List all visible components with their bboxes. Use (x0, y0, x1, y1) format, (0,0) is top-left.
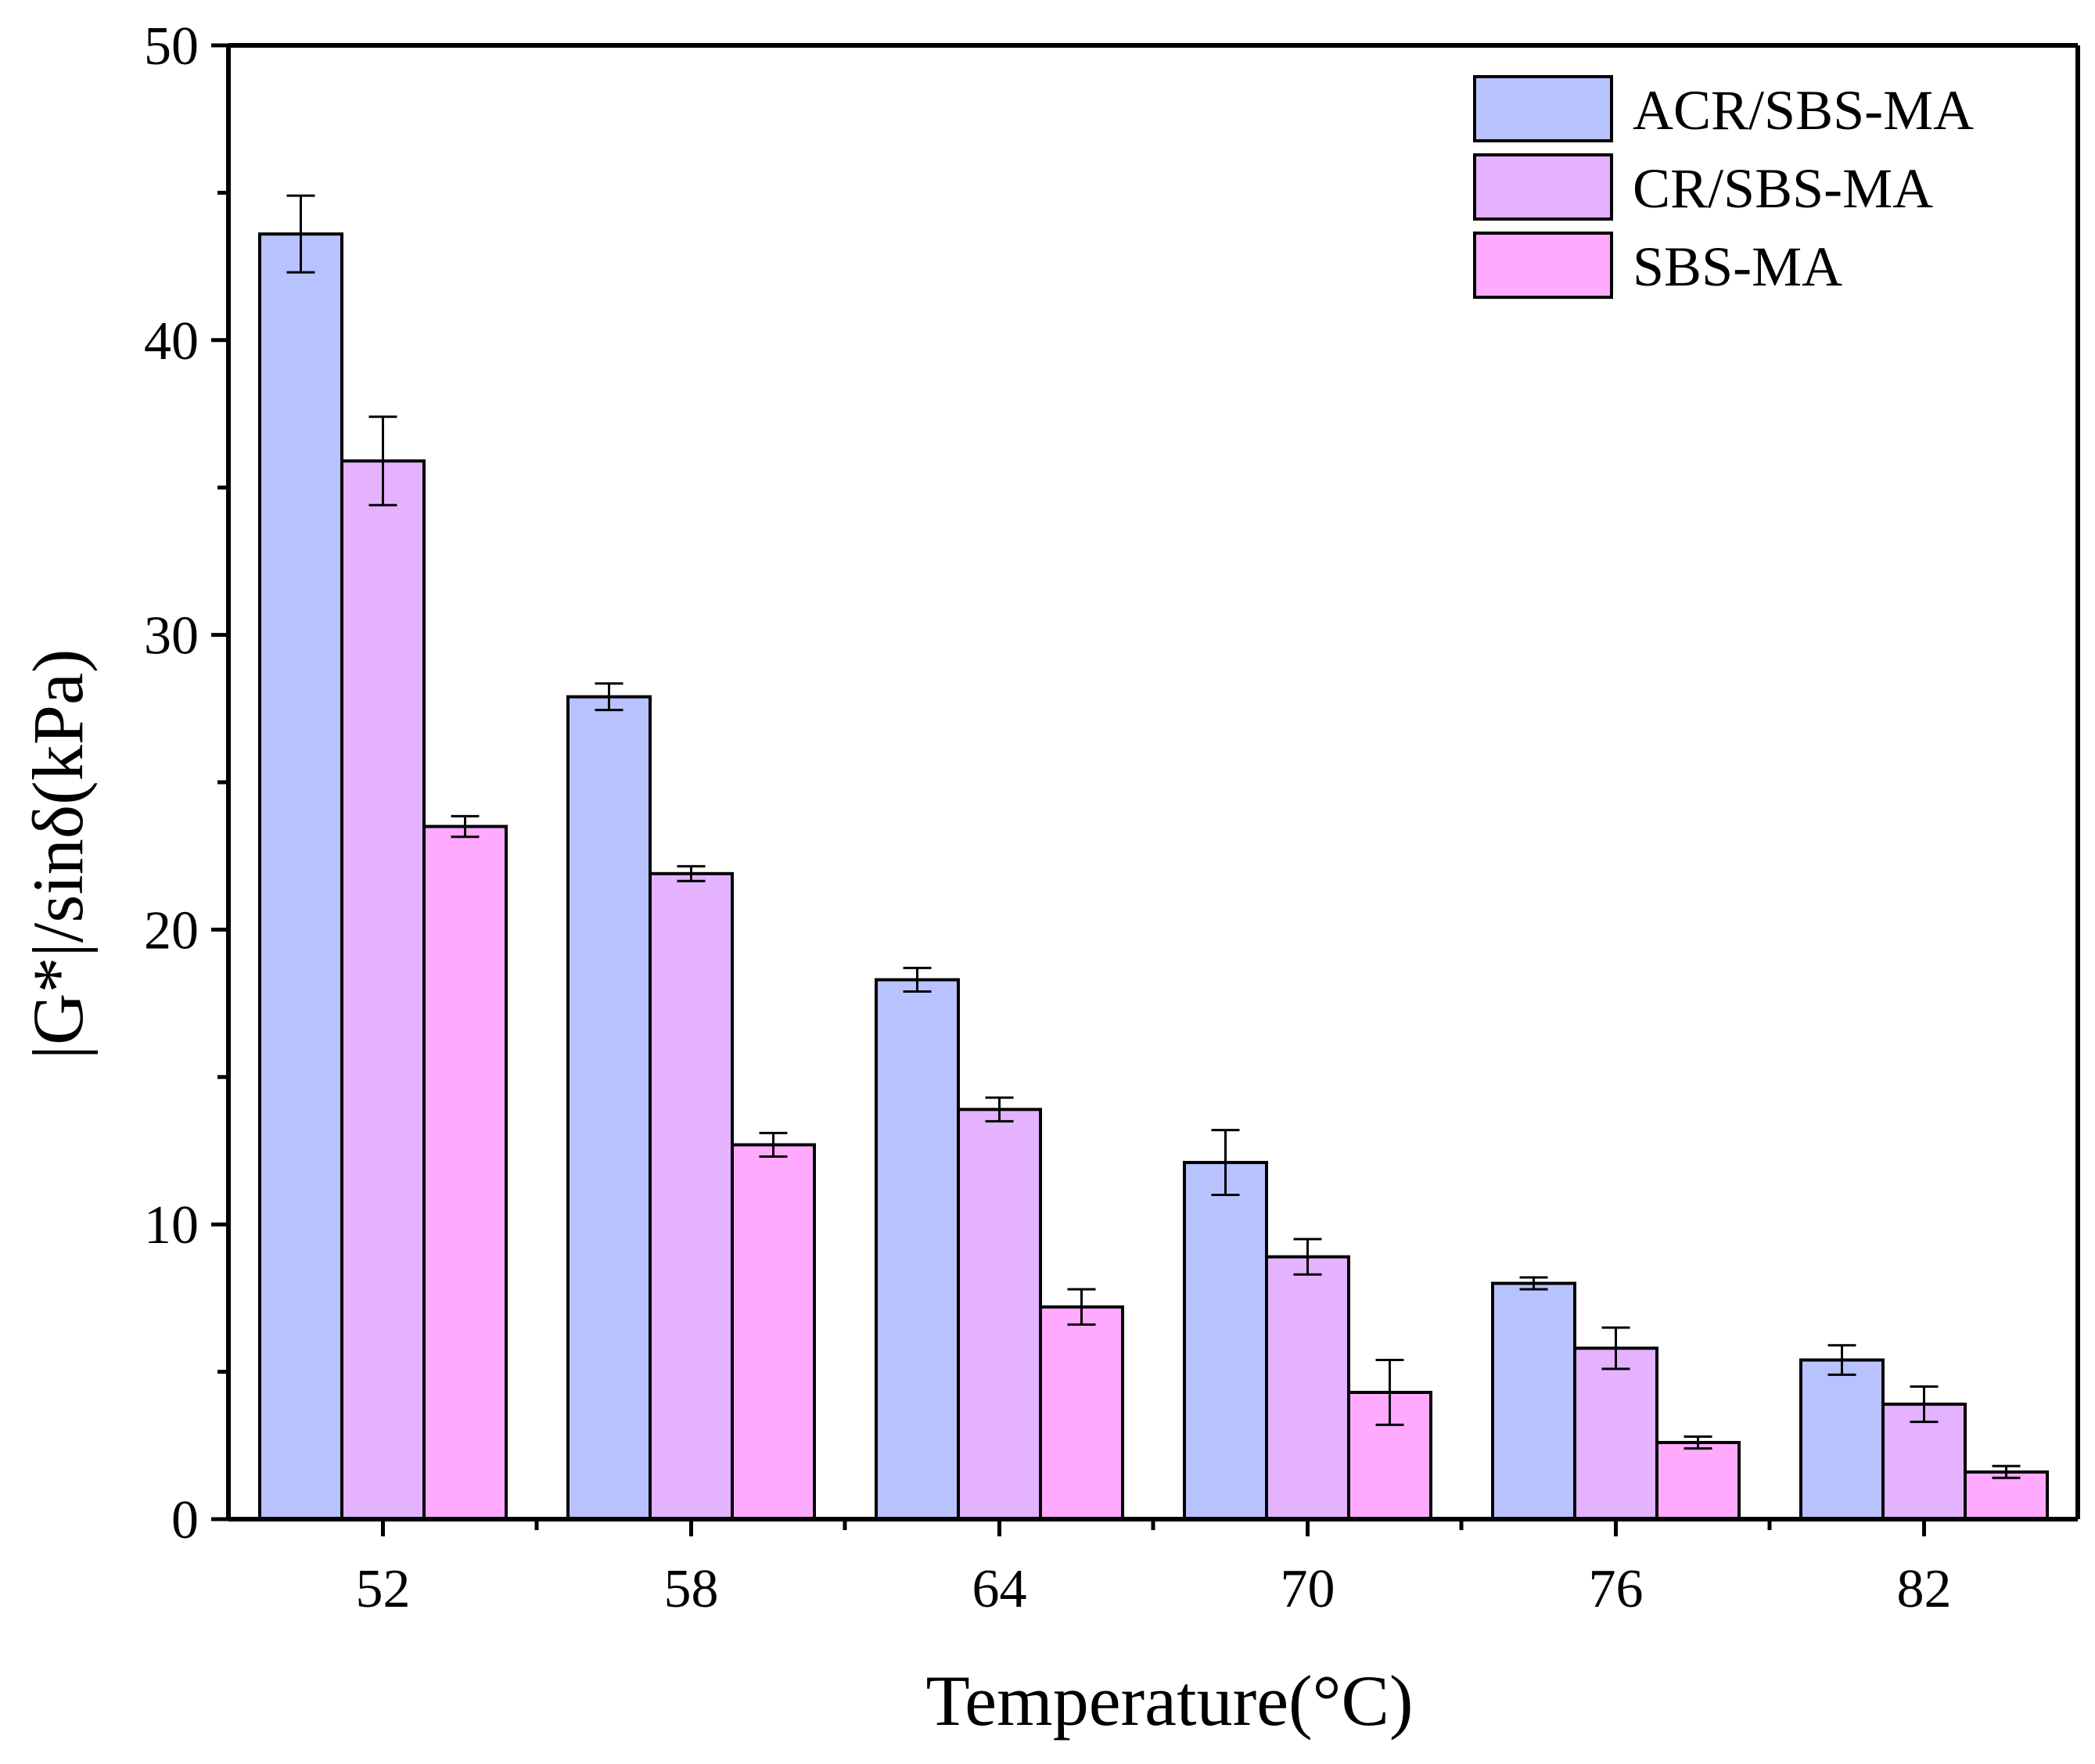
error-bar-sbs-ma-64 (1067, 1288, 1096, 1326)
bar-cr-sbs-ma-58 (649, 871, 734, 1521)
bar-acr-sbs-ma-70 (1183, 1161, 1268, 1521)
bar-acr-sbs-ma-58 (566, 695, 652, 1521)
legend-item-cr-sbs-ma: CR/SBS-MA (1473, 153, 1933, 221)
error-bar-cr-sbs-ma-52 (368, 415, 397, 507)
y-axis-title: |G*|/sinδ(kPa) (18, 649, 98, 1060)
bar-acr-sbs-ma-76 (1491, 1281, 1576, 1521)
x-tick-label: 76 (1589, 1559, 1644, 1619)
error-bar-acr-sbs-ma-76 (1519, 1276, 1548, 1291)
bar-acr-sbs-ma-52 (258, 232, 343, 1521)
error-bar-cr-sbs-ma-76 (1601, 1326, 1630, 1371)
bar-sbs-ma-52 (422, 825, 508, 1521)
legend-label: CR/SBS-MA (1633, 157, 1933, 220)
error-bar-sbs-ma-76 (1684, 1435, 1712, 1450)
x-tick-label: 64 (972, 1559, 1027, 1619)
axes-layer: 0 10 20 30 40 50 52 58 64 70 76 82 (144, 16, 2080, 1619)
legend-item-acr-sbs-ma: ACR/SBS-MA (1473, 75, 1974, 142)
error-bar-acr-sbs-ma-64 (903, 966, 932, 993)
y-tick-label: 40 (144, 311, 199, 372)
error-bar-sbs-ma-82 (1992, 1464, 2021, 1479)
x-tick-label: 58 (664, 1559, 719, 1619)
bar-acr-sbs-ma-82 (1799, 1358, 1885, 1521)
error-bar-acr-sbs-ma-52 (286, 194, 315, 274)
bar-cr-sbs-ma-70 (1265, 1255, 1350, 1521)
legend-swatch (1473, 153, 1613, 221)
bar-cr-sbs-ma-52 (340, 459, 426, 1521)
error-bar-cr-sbs-ma-70 (1293, 1238, 1322, 1276)
error-bar-acr-sbs-ma-70 (1211, 1129, 1240, 1197)
x-tick-label: 82 (1897, 1559, 1952, 1619)
error-bars-layer (286, 194, 2021, 1479)
legend-swatch (1473, 232, 1613, 299)
bar-acr-sbs-ma-64 (875, 978, 960, 1521)
legend-label: ACR/SBS-MA (1633, 79, 1974, 142)
error-bar-sbs-ma-70 (1375, 1359, 1404, 1426)
y-tick-label: 10 (144, 1195, 199, 1256)
bar-sbs-ma-58 (731, 1143, 816, 1521)
error-bar-acr-sbs-ma-58 (595, 682, 623, 712)
y-tick-label: 30 (144, 606, 199, 666)
error-bar-cr-sbs-ma-64 (985, 1096, 1014, 1123)
bar-sbs-ma-64 (1039, 1305, 1124, 1521)
error-bar-cr-sbs-ma-58 (677, 864, 706, 882)
legend-label: SBS-MA (1633, 235, 1842, 298)
bar-cr-sbs-ma-76 (1573, 1346, 1658, 1521)
error-bar-acr-sbs-ma-82 (1827, 1344, 1856, 1376)
legend-swatch (1473, 75, 1613, 142)
y-tick-label: 0 (171, 1490, 199, 1550)
bars-layer (258, 232, 2049, 1521)
x-tick-label: 52 (356, 1559, 411, 1619)
legend: ACR/SBS-MA CR/SBS-MA SBS-MA (1473, 75, 1974, 299)
bar-cr-sbs-ma-82 (1881, 1403, 1967, 1521)
legend-item-sbs-ma: SBS-MA (1473, 232, 1842, 299)
error-bar-sbs-ma-58 (759, 1131, 788, 1159)
bar-cr-sbs-ma-64 (957, 1108, 1042, 1521)
bar-sbs-ma-82 (1964, 1470, 2049, 1521)
y-tick-label: 50 (144, 16, 199, 77)
error-bar-cr-sbs-ma-82 (1910, 1385, 1939, 1424)
y-tick-label: 20 (144, 900, 199, 961)
x-tick-label: 70 (1281, 1559, 1335, 1619)
x-axis-title: Temperature(°C) (926, 1661, 1414, 1741)
bar-sbs-ma-76 (1655, 1441, 1741, 1521)
error-bar-sbs-ma-52 (451, 814, 480, 839)
